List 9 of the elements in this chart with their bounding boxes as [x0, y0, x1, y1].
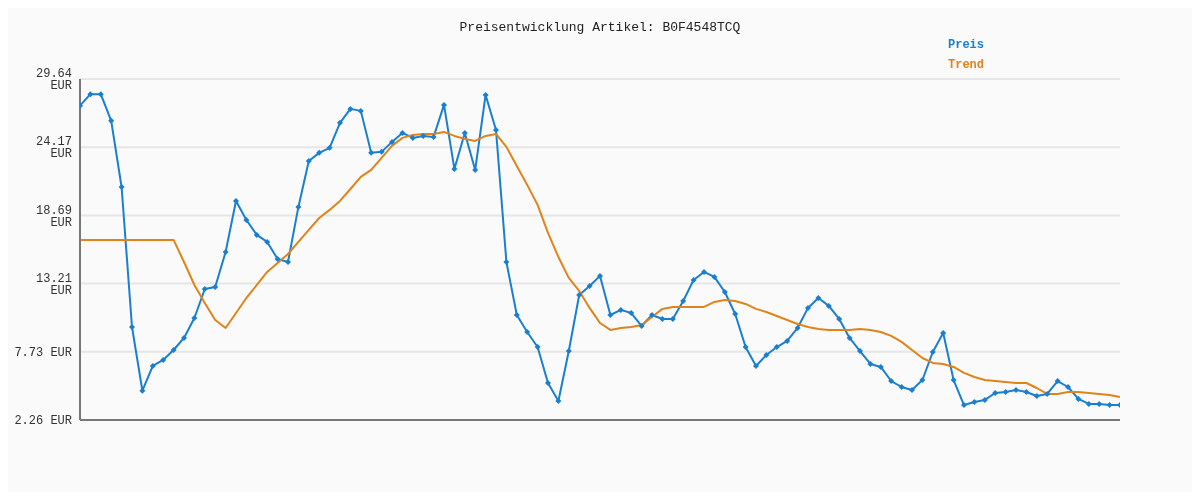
chart-title: Preisentwicklung Artikel: B0F4548TCQ — [458, 20, 742, 35]
text: Preis — [948, 38, 985, 52]
y-tick-label: 29.64 EUR — [35, 67, 72, 94]
y-tick-label: 13.21 EUR — [35, 271, 72, 298]
y-tick-label: 18.69 EUR — [35, 203, 72, 230]
text: Trend — [948, 58, 985, 72]
y-tick-label: 7.73 EUR — [14, 346, 72, 361]
y-tick-label: 2.26 EUR — [14, 414, 72, 429]
y-tick-label: 24.17 EUR — [35, 135, 72, 162]
